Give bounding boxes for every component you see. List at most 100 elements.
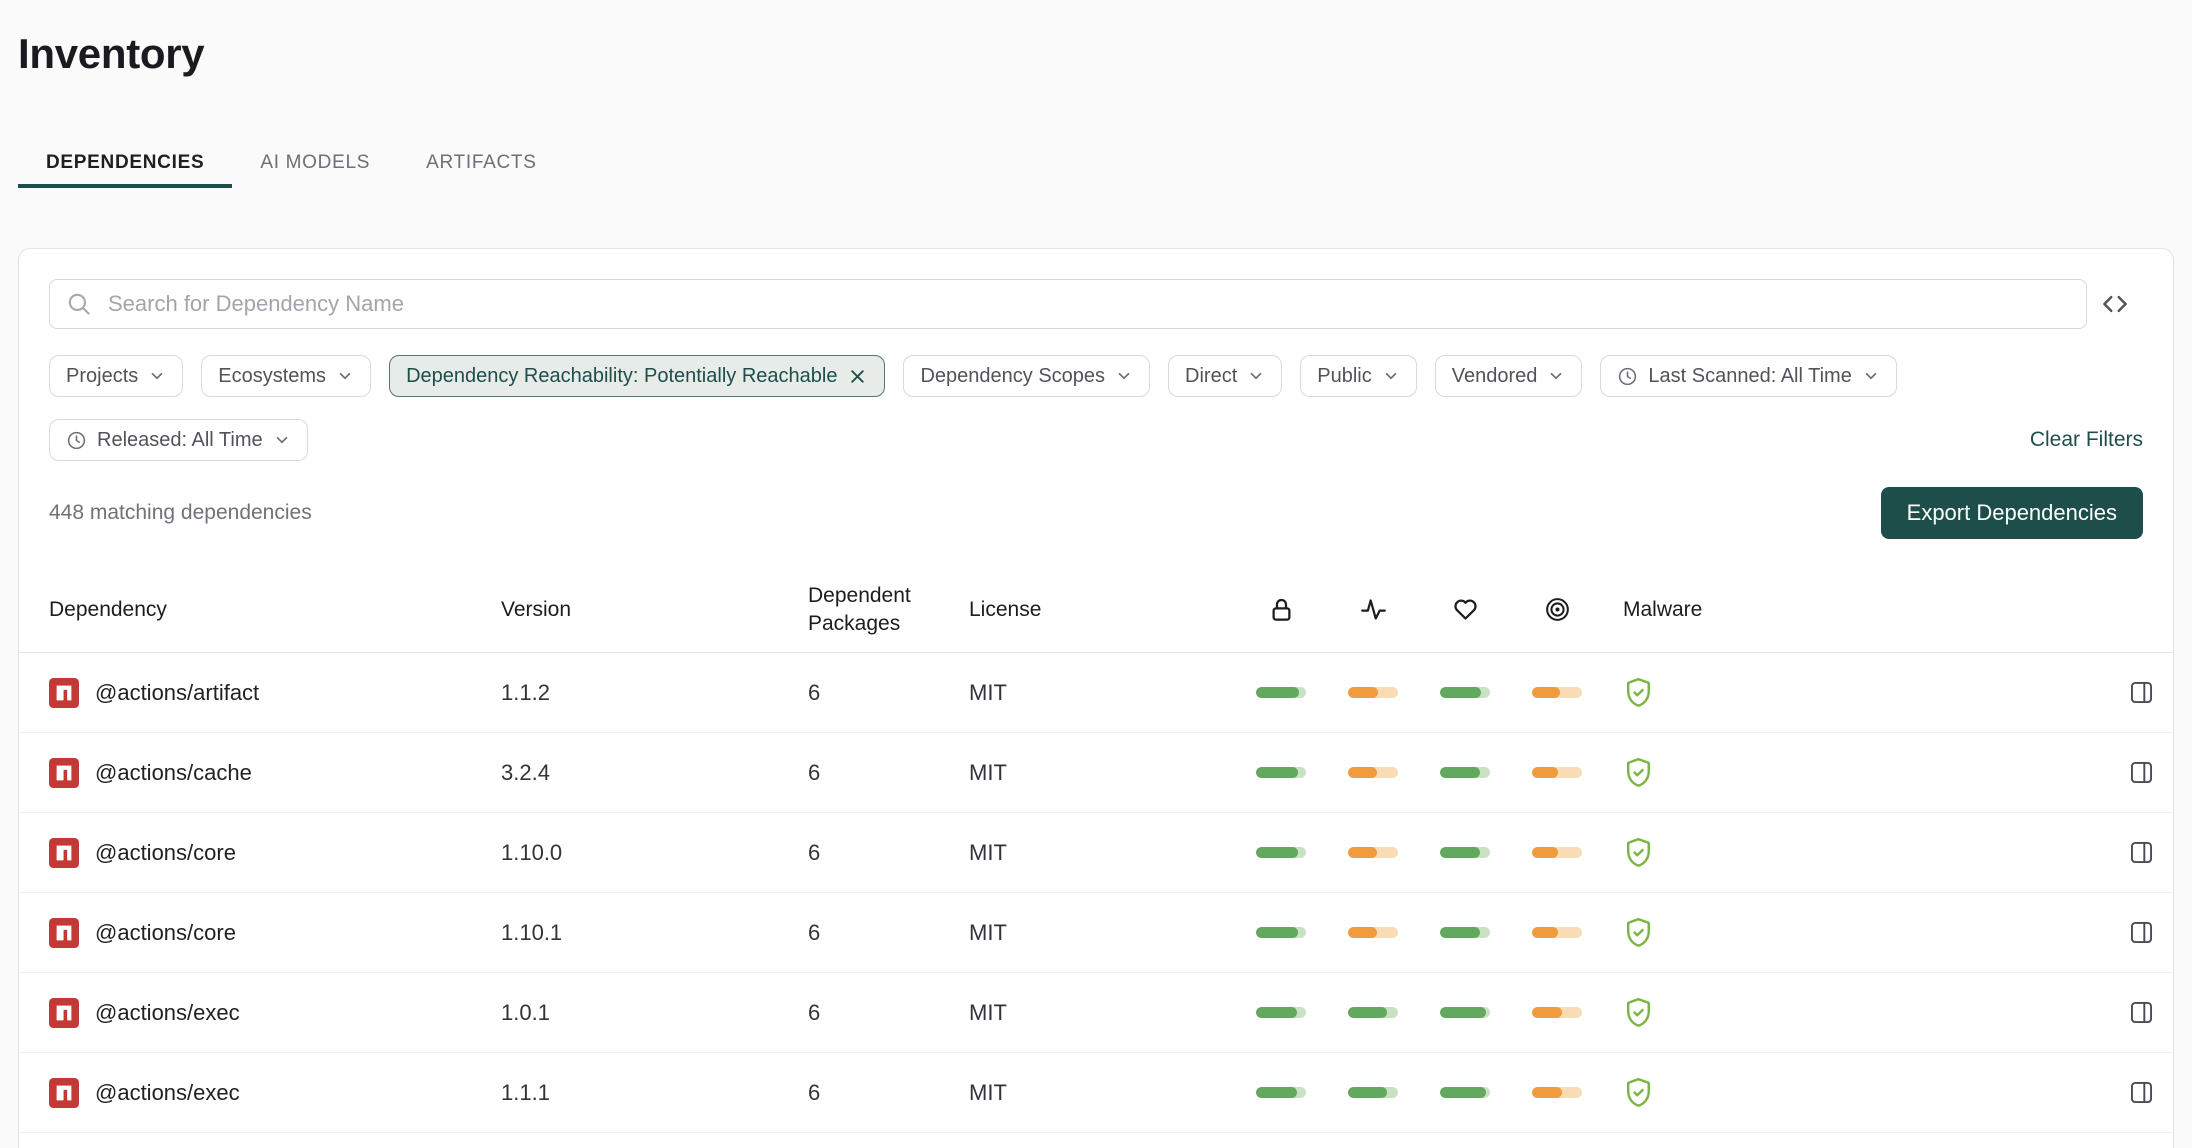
dependency-cell: @actions/exec [19,1077,501,1108]
score-cell [1327,767,1419,778]
dependency-cell: @actions/core [19,837,501,868]
filter-chip-direct[interactable]: Direct [1168,355,1283,397]
malware-cell [1603,917,1713,949]
open-panel-button[interactable] [2109,999,2173,1026]
score-bar [1440,1007,1490,1018]
filter-chip-row-1: Projects Ecosystems Dependency Reachabilit… [49,355,2143,397]
search-input[interactable] [108,291,2070,317]
score-cell [1511,1087,1603,1098]
shield-check-icon [1627,997,1650,1027]
dependency-cell: @actions/cache [19,757,501,788]
filter-chip-dependency-scopes[interactable]: Dependency Scopes [903,355,1151,397]
dependent-packages-cell: 6 [808,999,821,1025]
dependent-packages-cell: 6 [808,679,821,705]
score-cell [1511,1007,1603,1018]
license-cell: MIT [969,839,1007,865]
score-cell [1327,927,1419,938]
filter-chip-label: Dependency Scopes [920,364,1106,387]
open-panel-button[interactable] [2109,759,2173,786]
score-bar [1440,847,1490,858]
npm-icon [49,677,79,708]
malware-cell [1603,757,1713,789]
target-icon [1545,598,1569,621]
score-bar [1532,1087,1582,1098]
score-cell [1419,1087,1511,1098]
search-box[interactable] [49,279,2087,329]
filter-chip-label: Released: All Time [97,428,263,451]
table-row[interactable]: @actions/exec 1.0.1 6 MIT [19,973,2173,1053]
panel-right-icon[interactable] [2128,759,2155,786]
table-row[interactable]: @actions/cache 3.2.4 6 MIT [19,733,2173,813]
table-row[interactable]: @actions/core 1.10.1 6 MIT [19,893,2173,973]
score-bar [1256,687,1306,698]
dependency-cell: @actions/core [19,917,501,948]
panel-right-icon[interactable] [2128,839,2155,866]
remove-filter-icon[interactable] [847,366,868,387]
npm-icon [49,837,79,868]
tab-dependencies[interactable]: DEPENDENCIES [18,142,233,188]
open-panel-button[interactable] [2109,679,2173,706]
tab-ai-models[interactable]: AI MODELS [232,142,398,188]
open-panel-button[interactable] [2109,1079,2173,1106]
table-row[interactable]: @actions/exec 1.1.1 6 MIT [19,1053,2173,1133]
clear-filters-link[interactable]: Clear Filters [2029,428,2143,451]
filter-chip-row-2: Released: All Time Clear Filters [49,419,2143,461]
score-bar [1532,847,1582,858]
tab-ai-models-label: AI MODELS [260,152,371,173]
score-cell [1511,687,1603,698]
dependency-name: @actions/artifact [95,679,260,705]
heart-icon [1453,599,1477,620]
dependency-cell: @actions/artifact [19,677,501,708]
chevron-down-icon [1118,372,1130,380]
code-icon[interactable] [2087,289,2143,319]
license-cell: MIT [969,1079,1007,1105]
shield-check-icon [1627,837,1650,867]
tab-artifacts[interactable]: ARTIFACTS [398,142,564,188]
dependencies-table: Dependency Version Dependent Packages Li… [19,567,2173,1133]
filter-chip-label: Direct [1185,364,1238,387]
panel-right-icon[interactable] [2128,919,2155,946]
score-bar [1256,1087,1306,1098]
open-panel-button[interactable] [2109,839,2173,866]
score-cell [1419,847,1511,858]
filter-chip-vendored[interactable]: Vendored [1434,355,1583,397]
header-malware: Malware [1623,597,1703,621]
export-dependencies-button[interactable]: Export Dependencies [1880,487,2143,539]
filter-chip-label: Dependency Reachability: Potentially Rea… [406,364,838,387]
tab-dependencies-label: DEPENDENCIES [46,152,205,173]
filter-chip-last-scanned-all-time[interactable]: Last Scanned: All Time [1600,355,1897,397]
score-bar [1532,1007,1582,1018]
panel-right-icon[interactable] [2128,679,2155,706]
filter-chip-label: Projects [66,364,139,387]
chevron-down-icon [339,372,351,380]
open-panel-button[interactable] [2109,919,2173,946]
score-cell [1235,1087,1327,1098]
search-row [49,279,2143,329]
dependent-packages-cell: 6 [808,759,821,785]
chevron-down-icon [1865,372,1877,380]
panel-right-icon[interactable] [2128,1079,2155,1106]
filter-chip-projects[interactable]: Projects [49,355,184,397]
score-cell [1511,927,1603,938]
score-bar [1532,767,1582,778]
search-icon [68,293,90,315]
npm-icon [49,917,79,948]
dependent-packages-cell: 6 [808,1079,821,1105]
dependency-name: @actions/core [95,839,236,865]
filter-chip-label: Public [1317,364,1372,387]
filter-chip-ecosystems[interactable]: Ecosystems [201,355,372,397]
filter-chip-label: Vendored [1451,364,1538,387]
score-bar [1440,1087,1490,1098]
score-bar [1256,927,1306,938]
filter-chip-public[interactable]: Public [1300,355,1417,397]
score-cell [1327,1087,1419,1098]
filter-chip-label: Ecosystems [218,364,327,387]
table-row[interactable]: @actions/artifact 1.1.2 6 MIT [19,653,2173,733]
table-row[interactable]: @actions/core 1.10.0 6 MIT [19,813,2173,893]
inventory-card: Projects Ecosystems Dependency Reachabilit… [18,248,2174,1148]
filter-chip-dependency-reachability-potentially-reachable[interactable]: Dependency Reachability: Potentially Rea… [389,355,886,397]
panel-right-icon[interactable] [2128,999,2155,1026]
chevron-down-icon [276,436,287,444]
filter-chip-released-all-time[interactable]: Released: All Time [49,419,308,461]
malware-cell [1603,677,1713,709]
